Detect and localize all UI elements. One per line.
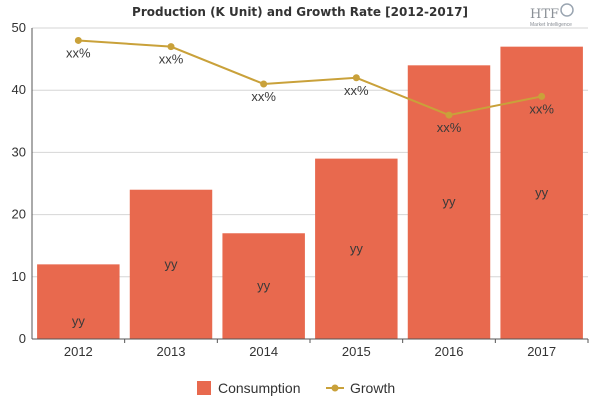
x-tick-label: 2014 [249,344,278,359]
growth-point [167,43,175,51]
growth-data-label: xx% [66,45,91,60]
bar-data-label: yy [165,256,179,271]
chart-title: Production (K Unit) and Growth Rate [201… [132,5,468,19]
y-tick-label: 40 [12,82,26,97]
growth-point [352,74,360,82]
y-tick-label: 30 [12,144,26,159]
bar-consumption [129,189,213,339]
growth-point [260,80,268,88]
grid-layer [32,27,588,278]
growth-point [74,36,82,44]
x-tick-label: 2016 [435,344,464,359]
logo-text: HTF [530,7,559,22]
line-layer [74,36,546,119]
growth-point [538,92,546,100]
labels-layer: yy yy yy yy yy yy xx% xx% xx% xx% xx% xx% [66,45,554,328]
bar-data-label: yy [443,194,457,209]
bar-consumption [407,65,491,339]
legend-consumption-label: Consumption [218,380,301,396]
axis-layer: 0 10 20 30 40 50 2012 2013 2014 2015 2016 2017 [12,20,589,359]
bar-consumption [315,158,398,339]
y-tick-label: 20 [12,207,26,222]
legend-growth-label: Growth [350,380,395,396]
growth-data-label: xx% [159,52,184,67]
x-tick-label: 2012 [64,344,93,359]
growth-data-label: xx% [437,120,462,135]
bar-data-label: yy [350,241,364,256]
growth-point [445,111,453,119]
y-tick-label: 50 [12,20,26,35]
logo-subtitle: Market Intelligence [530,22,572,28]
bars-layer [37,46,583,339]
bar-data-label: yy [257,278,271,293]
growth-line [78,39,542,117]
y-tick-label: 0 [19,331,26,346]
x-tick-label: 2013 [157,344,186,359]
growth-data-label: xx% [344,83,369,98]
x-tick-label: 2015 [342,344,371,359]
bar-consumption [37,264,120,339]
bar-data-label: yy [535,185,549,200]
bar-data-label: yy [72,314,86,329]
legend: Consumption Growth [197,380,395,396]
legend-growth-marker [331,384,339,392]
y-tick-label: 10 [12,269,26,284]
legend-consumption-swatch [197,381,211,395]
globe-icon [560,3,574,17]
growth-data-label: xx% [251,89,276,104]
bar-consumption [222,233,305,339]
logo: HTF Market Intelligence [530,3,574,28]
growth-data-label: xx% [529,101,554,116]
x-tick-label: 2017 [527,344,556,359]
